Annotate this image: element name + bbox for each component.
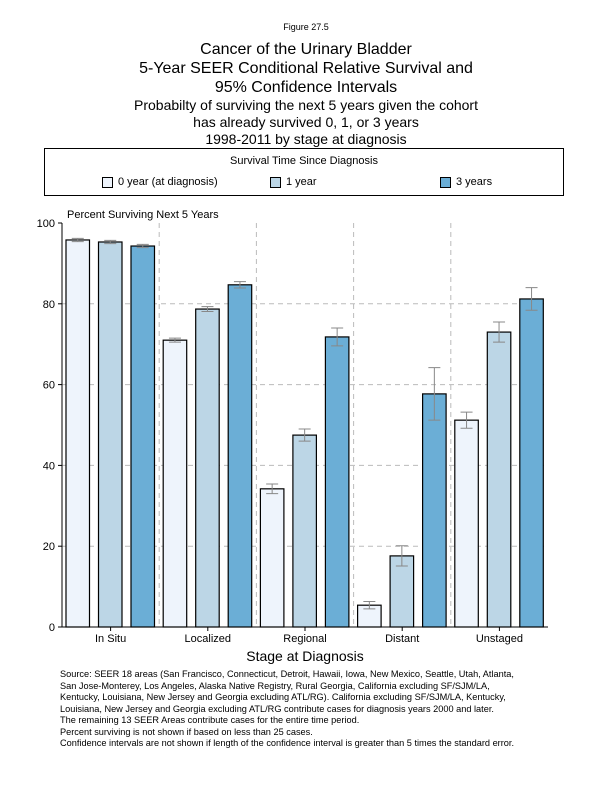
x-tick-label: Unstaged [476,633,523,645]
source-line: San Jose-Monterey, Los Angeles, Alaska N… [60,680,490,691]
y-tick-label: 60 [43,380,55,392]
bar [259,488,285,628]
x-tick-label: Distant [385,633,419,645]
x-tick-label: Regional [283,633,326,645]
bar [324,336,350,628]
legend-title: Survival Time Since Diagnosis [230,155,378,167]
source-notes: Source: SEER 18 areas (San Francisco, Co… [60,669,580,750]
title-line: 5-Year SEER Conditional Relative Surviva… [139,60,473,77]
legend-item: 3 years [440,176,492,188]
y-axis-label: Percent Surviving Next 5 Years [67,209,219,221]
error-bar [136,243,149,249]
bar [162,339,188,628]
figure-label: Figure 27.5 [283,22,329,32]
legend-swatch [440,176,451,188]
source-line: Confidence intervals are not shown if le… [60,738,515,748]
y-tick-label: 0 [49,622,55,634]
error-bar [395,545,408,567]
bar [195,308,220,628]
bar [454,419,479,628]
error-bar [201,306,214,312]
legend-swatch [270,176,281,188]
bar [519,298,544,628]
bar [130,245,156,628]
y-tick-label: 100 [37,218,55,230]
bar [65,239,91,628]
source-line: Source: SEER 18 areas (San Francisco, Co… [60,669,514,679]
error-bar [104,239,117,245]
subtitle-line: has already survived 0, 1, or 3 years [193,114,419,130]
bar [97,241,123,628]
legend-item: 1 year [270,176,317,188]
bar [486,331,512,628]
bar [422,393,447,628]
error-bar [233,281,246,289]
legend-label: 3 years [456,176,493,188]
bar [227,284,253,628]
chart-title: Cancer of the Urinary Bladder 5-Year SEE… [0,40,612,148]
source-line: Percent surviving is not shown if based … [60,726,313,737]
error-bar [363,601,376,610]
error-bar [428,367,441,421]
legend-label: 0 year (at diagnosis) [118,176,218,188]
x-tick-label: In Situ [95,633,126,645]
error-bar [493,321,506,343]
subtitle-line: Probabilty of surviving the next 5 years… [134,97,478,113]
legend-swatch [102,176,113,188]
subtitle-line: 1998-2011 by stage at diagnosis [205,131,407,147]
title-line: 95% Confidence Intervals [214,79,398,96]
error-bar [460,411,473,429]
error-bar [266,483,279,495]
y-tick-label: 20 [43,541,55,553]
bar [292,434,317,628]
legend-label: 1 year [286,176,317,188]
source-line: Louisiana, New Jersey and Georgia exclud… [60,703,494,714]
legend-item: 0 year (at diagnosis) [102,176,218,188]
legend: Survival Time Since Diagnosis 0 year (at… [44,148,564,196]
x-tick-label: Localized [185,633,231,645]
y-tick-label: 40 [43,460,55,472]
error-bar [331,327,344,347]
title-line: Cancer of the Urinary Bladder [200,41,412,58]
bar [389,555,415,628]
error-bar [168,337,181,343]
x-axis-label: Stage at Diagnosis [246,648,364,664]
source-line: The remaining 13 SEER Areas contribute c… [60,715,360,725]
source-line: Kentucky, Louisiana, New Jersey and Geor… [60,692,506,702]
y-tick-label: 80 [43,299,55,311]
error-bar [71,237,84,243]
error-bar [298,428,311,442]
error-bar [525,287,538,311]
